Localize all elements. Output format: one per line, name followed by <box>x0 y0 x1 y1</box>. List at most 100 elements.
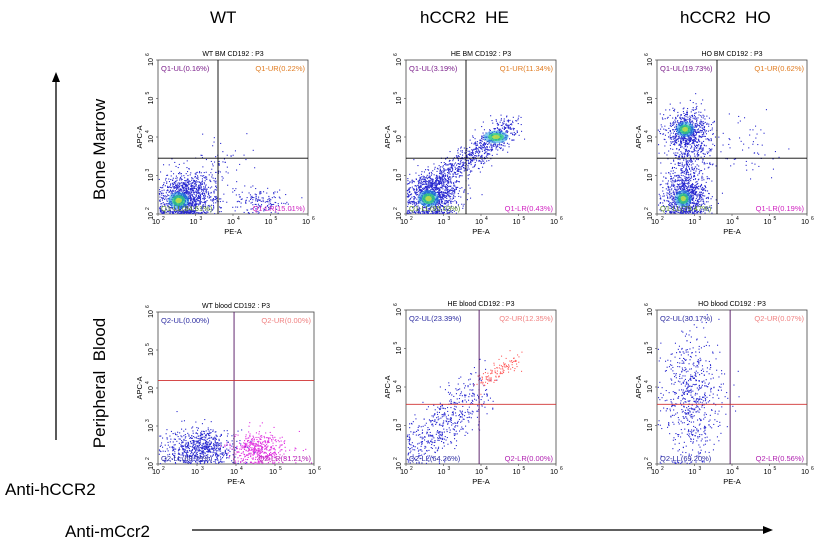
event-dot <box>670 180 672 182</box>
event-dot <box>673 110 675 112</box>
event-dot <box>456 180 458 182</box>
event-dot <box>460 196 462 198</box>
event-dot <box>669 197 671 199</box>
event-dot <box>678 185 680 187</box>
event-dot <box>194 175 196 177</box>
event-dot <box>449 168 451 170</box>
event-dot <box>439 206 441 208</box>
event-dot <box>700 146 702 148</box>
event-dot <box>446 201 448 203</box>
event-dot <box>445 175 447 177</box>
event-dot <box>159 191 161 193</box>
event-dot <box>678 155 680 157</box>
event-dot <box>435 187 437 189</box>
event-dot <box>187 184 189 186</box>
event-dot <box>688 176 690 178</box>
event-dot <box>176 186 178 188</box>
event-dot <box>670 210 672 212</box>
event-dot <box>481 148 483 150</box>
event-dot <box>193 180 195 182</box>
event-dot <box>406 183 408 185</box>
event-dot <box>167 187 169 189</box>
event-dot <box>183 162 185 164</box>
event-dot <box>447 189 449 191</box>
event-dot <box>700 200 702 202</box>
event-dot <box>669 144 671 146</box>
event-dot <box>691 145 693 147</box>
event-dot <box>205 189 207 191</box>
event-dot <box>437 177 439 179</box>
event-dot <box>161 187 163 189</box>
event-dot <box>682 210 684 212</box>
event-dot <box>194 196 196 198</box>
event-dot <box>443 185 445 187</box>
event-dot <box>208 197 210 199</box>
event-dot <box>680 172 682 174</box>
event-dot <box>674 154 676 156</box>
event-dot <box>446 196 448 198</box>
event-dot <box>243 154 245 156</box>
event-dot <box>421 190 423 192</box>
event-dot <box>214 161 216 163</box>
event-dot <box>452 158 454 160</box>
event-dot <box>686 113 688 115</box>
event-dot <box>420 190 422 192</box>
event-dot <box>257 211 259 213</box>
event-dot <box>201 190 203 192</box>
event-dot <box>204 195 206 197</box>
event-dot <box>429 207 431 209</box>
event-dot <box>239 163 241 165</box>
event-dot <box>259 205 261 207</box>
event-dot <box>465 163 467 165</box>
event-dot <box>428 182 430 184</box>
event-dot <box>495 120 497 122</box>
event-dot <box>439 178 441 180</box>
event-dot <box>470 152 472 154</box>
event-dot <box>670 132 672 134</box>
event-dot <box>418 208 420 210</box>
event-dot <box>424 179 426 181</box>
event-dot <box>668 127 670 129</box>
event-dot <box>413 188 415 190</box>
event-dot <box>416 204 418 206</box>
event-dot <box>466 148 468 150</box>
event-dot <box>694 136 696 138</box>
event-dot <box>704 163 706 165</box>
event-dot <box>680 117 682 119</box>
event-dot <box>509 119 511 121</box>
event-dot <box>448 207 450 209</box>
event-dot <box>675 203 677 205</box>
event-dot <box>178 184 180 186</box>
event-dot <box>434 188 436 190</box>
event-dot <box>183 175 185 177</box>
event-dot <box>676 189 678 191</box>
event-dot <box>679 162 681 164</box>
event-dot <box>417 202 419 204</box>
event-dot <box>188 192 190 194</box>
event-dot <box>423 181 425 183</box>
event-dot <box>190 204 192 206</box>
event-dot <box>433 211 435 213</box>
event-dot <box>438 194 440 196</box>
event-dot <box>168 205 170 207</box>
event-dot <box>200 183 202 185</box>
event-dot <box>178 188 180 190</box>
event-dot <box>445 158 447 160</box>
event-dot <box>696 132 698 134</box>
event-dot <box>667 132 669 134</box>
event-dot <box>409 181 411 183</box>
event-dot <box>693 194 695 196</box>
event-dot <box>169 211 171 213</box>
event-dot <box>464 169 466 171</box>
event-dot <box>431 211 433 213</box>
event-dot <box>685 161 687 163</box>
event-dot <box>481 126 483 128</box>
event-dot <box>431 188 433 190</box>
event-dot <box>426 210 428 212</box>
event-dot <box>189 193 191 195</box>
event-dot <box>478 159 480 161</box>
event-dot <box>179 212 181 214</box>
event-dot <box>674 172 676 174</box>
event-dot <box>444 189 446 191</box>
event-dot <box>697 205 699 207</box>
